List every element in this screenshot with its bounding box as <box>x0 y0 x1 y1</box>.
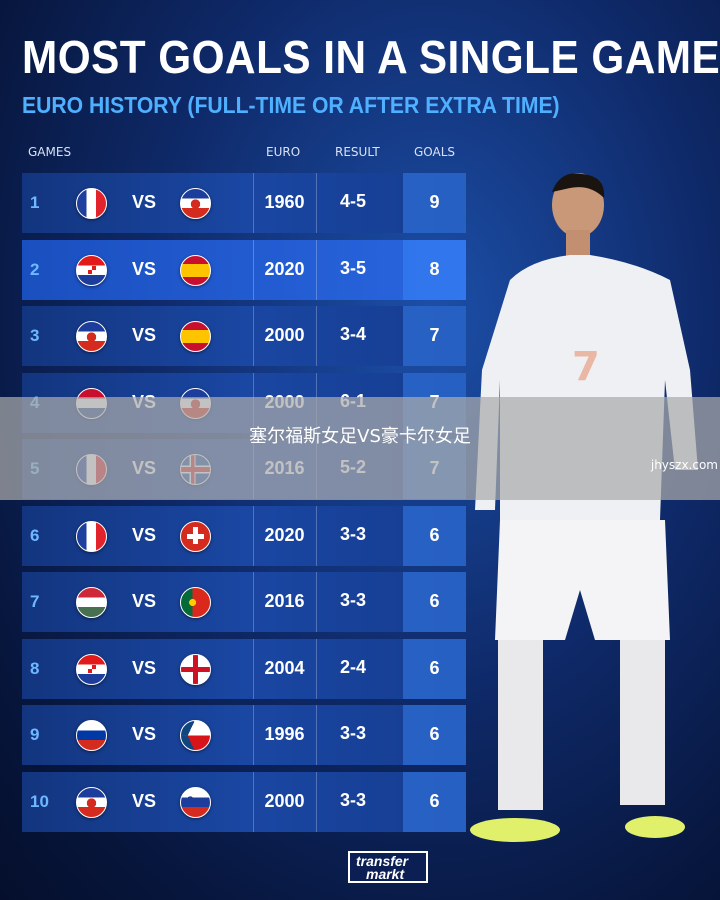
result: 2-4 <box>339 656 366 677</box>
team1-flag-icon <box>76 720 107 751</box>
euro-year: 2000 <box>264 325 305 345</box>
divider <box>316 572 317 632</box>
table-row: 8 VS 2004 2-4 6 <box>22 638 466 699</box>
euro-year: 2020 <box>264 258 305 279</box>
divider <box>316 505 317 566</box>
team1-flag-icon <box>76 188 107 219</box>
goals: 6 <box>403 771 466 832</box>
goals: 8 <box>403 239 466 300</box>
team2-flag-icon <box>180 321 211 352</box>
euro-year: 2004 <box>264 657 305 678</box>
rank: 7 <box>30 592 40 611</box>
table-row: 9 VS 1996 3-3 6 <box>22 705 466 765</box>
vs-label: VS <box>132 524 157 545</box>
goals: 6 <box>403 705 466 765</box>
rank: 1 <box>30 193 40 212</box>
goals: 9 <box>403 173 466 233</box>
divider <box>253 572 254 632</box>
vs-label: VS <box>132 657 157 678</box>
result: 3-4 <box>339 324 366 344</box>
team1-flag-icon <box>76 321 107 352</box>
team1-flag-icon <box>76 653 107 685</box>
result: 3-3 <box>339 723 366 743</box>
divider <box>253 239 254 300</box>
result: 3-5 <box>339 257 366 278</box>
euro-year: 2020 <box>264 524 305 545</box>
rank: 3 <box>30 326 40 345</box>
team2-flag-icon <box>180 254 211 286</box>
result: 4-5 <box>339 191 366 211</box>
euro-year: 2000 <box>264 790 305 811</box>
result: 3-3 <box>339 789 366 810</box>
team1-flag-icon <box>76 587 107 618</box>
player-photo: 7 <box>470 173 698 842</box>
header-goals: GOALS <box>414 145 456 159</box>
vs-label: VS <box>132 591 157 611</box>
overlay-text: 塞尔福斯女足VS豪卡尔女足 <box>249 426 471 447</box>
divider <box>316 239 317 300</box>
team2-flag-icon <box>180 786 211 818</box>
divider <box>316 173 317 233</box>
logo-line1: transfer <box>356 853 409 869</box>
team2-flag-icon <box>180 720 211 751</box>
divider <box>316 705 317 765</box>
team1-flag-icon <box>76 254 107 286</box>
rank: 8 <box>30 658 40 678</box>
divider <box>253 306 254 366</box>
svg-text:7: 7 <box>572 344 600 390</box>
divider <box>253 705 254 765</box>
table-row: 6 VS 2020 3-3 6 <box>22 505 466 566</box>
divider <box>316 771 317 832</box>
header-games: GAMES <box>28 145 72 159</box>
team1-flag-icon <box>76 520 107 552</box>
table-row: 1 VS 1960 4-5 9 <box>22 173 466 233</box>
goals: 6 <box>403 505 466 566</box>
team2-flag-icon <box>180 587 211 618</box>
rank: 6 <box>30 525 40 545</box>
result: 3-3 <box>339 590 366 610</box>
page-title: MOST GOALS IN A SINGLE GAME <box>22 31 720 83</box>
vs-label: VS <box>132 724 157 744</box>
divider <box>253 173 254 233</box>
team1-flag-icon <box>76 786 107 818</box>
euro-year: 1960 <box>264 192 305 212</box>
goals: 6 <box>403 572 466 632</box>
table-row: 10 VS 2000 3-3 6 <box>22 771 466 832</box>
goals: 7 <box>403 306 466 366</box>
euro-year: 1996 <box>264 724 305 744</box>
result: 3-3 <box>339 523 366 544</box>
team2-flag-icon <box>180 520 211 552</box>
vs-label: VS <box>132 790 157 811</box>
watermark: jhyszx.com <box>650 458 718 472</box>
page-subtitle: EURO HISTORY (FULL-TIME OR AFTER EXTRA T… <box>22 92 560 118</box>
team2-flag-icon <box>180 188 211 219</box>
rank: 9 <box>30 725 40 744</box>
vs-label: VS <box>132 258 157 279</box>
table-row: 7 VS 2016 3-3 6 <box>22 572 466 632</box>
rank: 2 <box>30 259 40 279</box>
divider <box>253 638 254 699</box>
header-result: RESULT <box>335 145 380 159</box>
header-euro: EURO <box>266 145 301 159</box>
table-row: 2 VS 2020 3-5 8 <box>22 239 466 300</box>
table-row: 3 VS 2000 3-4 7 <box>22 306 466 366</box>
goals: 6 <box>403 638 466 699</box>
overlay-banner <box>0 397 720 500</box>
team2-flag-icon <box>180 653 211 685</box>
vs-label: VS <box>132 325 157 345</box>
transfermarkt-logo: transfer markt <box>348 851 428 883</box>
divider <box>253 505 254 566</box>
divider <box>316 306 317 366</box>
rank: 10 <box>30 791 49 811</box>
vs-label: VS <box>132 192 157 212</box>
logo-line2: markt <box>366 866 405 882</box>
divider <box>316 638 317 699</box>
divider <box>253 771 254 832</box>
euro-year: 2016 <box>264 591 305 611</box>
